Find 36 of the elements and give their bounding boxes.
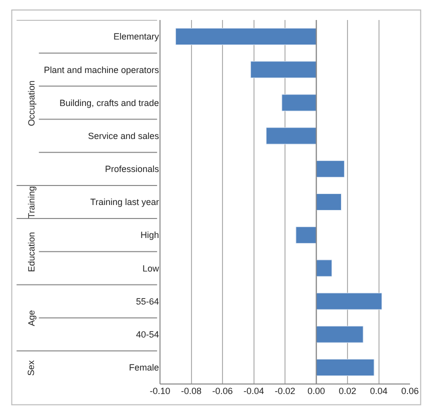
text: Age xyxy=(26,310,37,326)
text: Sex xyxy=(26,360,36,376)
bar xyxy=(250,61,316,78)
x-tick-label: 0.02 xyxy=(338,386,356,396)
text: Training xyxy=(26,186,36,218)
bar xyxy=(175,28,316,46)
y-tick-label: 55-64 xyxy=(136,296,159,306)
x-tick-label: 0.00 xyxy=(307,386,326,396)
bar xyxy=(296,226,316,244)
y-tick-label: Low xyxy=(142,263,160,274)
bar xyxy=(266,127,316,144)
y-tick-label: Professionals xyxy=(104,164,160,174)
bar xyxy=(282,94,316,112)
x-tick-label: -0.10 xyxy=(150,386,170,396)
bar xyxy=(316,193,342,211)
y-tick-label: Training last year xyxy=(90,197,159,208)
x-tick-label: 0.04 xyxy=(370,386,388,396)
bar xyxy=(316,260,332,277)
bar xyxy=(316,160,345,178)
x-tick-label: 0.06 xyxy=(401,386,419,396)
x-tick-label: -0.02 xyxy=(274,386,296,396)
text: Occupation xyxy=(26,80,37,126)
y-tick-label: Service and sales xyxy=(88,130,160,141)
y-tick-label: 40-54 xyxy=(136,330,159,340)
text: Education xyxy=(26,232,37,272)
y-tick-label: High xyxy=(140,230,159,240)
x-tick-label: -0.08 xyxy=(180,386,202,396)
y-tick-label: Elementary xyxy=(113,32,160,42)
y-tick-label: Female xyxy=(128,362,159,373)
bar xyxy=(316,326,364,343)
bar xyxy=(316,358,374,376)
x-tick-label: -0.04 xyxy=(243,386,264,396)
x-tick-label: -0.06 xyxy=(212,386,233,396)
y-tick-label: Building, crafts and trade xyxy=(59,98,159,108)
bar xyxy=(316,292,382,310)
y-tick-label: Plant and machine operators xyxy=(44,64,160,75)
